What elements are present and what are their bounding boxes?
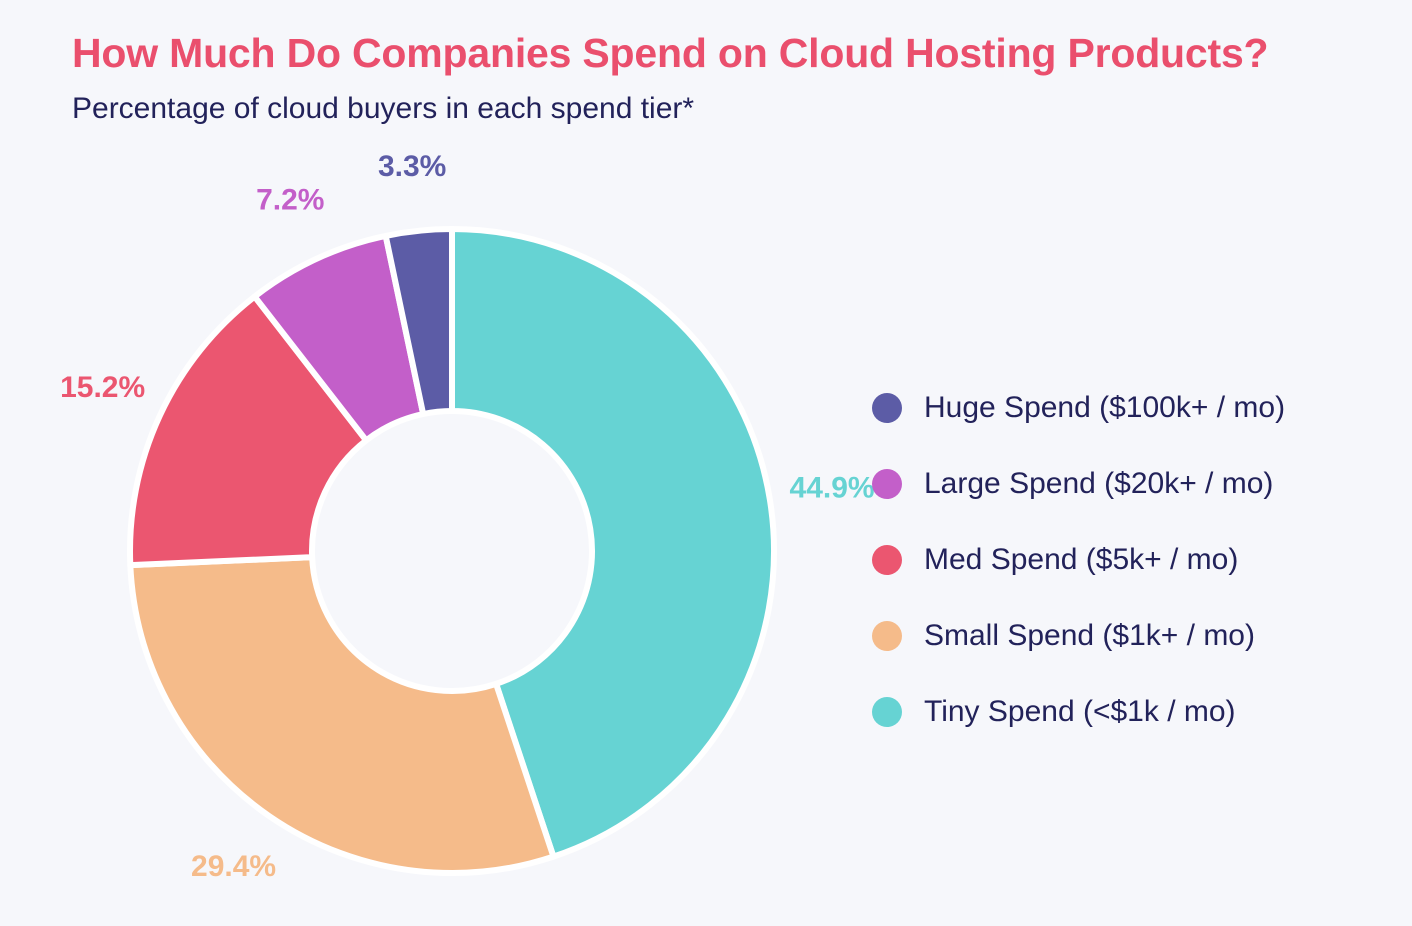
legend-swatch [872, 393, 902, 423]
legend-swatch [872, 545, 902, 575]
legend-swatch [872, 621, 902, 651]
data-label-med-spend: 15.2% [60, 371, 145, 404]
legend-item-huge-spend: Huge Spend ($100k+ / mo) [872, 370, 1285, 446]
data-label-huge-spend: 3.3% [378, 150, 446, 183]
chart-subtitle: Percentage of cloud buyers in each spend… [72, 92, 695, 125]
slice-huge-spend [382, 226, 455, 417]
slice-labels: 44.9% 29.4% 15.2% 7.2% 3.3% [60, 150, 875, 883]
legend-label: Huge Spend ($100k+ / mo) [924, 391, 1286, 424]
slice-med-spend [127, 293, 370, 569]
chart-legend: Huge Spend ($100k+ / mo) Large Spend ($20… [872, 370, 1285, 750]
legend-item-small-spend: Small Spend ($1k+ / mo) [872, 598, 1285, 674]
legend-label: Large Spend ($20k+ / mo) [924, 467, 1274, 500]
legend-swatch [872, 469, 902, 499]
legend-item-large-spend: Large Spend ($20k+ / mo) [872, 446, 1285, 522]
chart-title: How Much Do Companies Spend on Cloud Hos… [72, 30, 1269, 76]
slice-tiny-spend [449, 226, 777, 860]
legend-item-tiny-spend: Tiny Spend (<$1k / mo) [872, 674, 1285, 750]
data-label-large-spend: 7.2% [256, 184, 324, 217]
legend-swatch [872, 697, 902, 727]
data-label-tiny-spend: 44.9% [790, 472, 875, 505]
legend-label: Tiny Spend (<$1k / mo) [924, 695, 1236, 728]
legend-label: Med Spend ($5k+ / mo) [924, 543, 1239, 576]
slice-small-spend [127, 554, 557, 876]
legend-label: Small Spend ($1k+ / mo) [924, 619, 1255, 652]
data-label-small-spend: 29.4% [191, 850, 276, 883]
legend-item-med-spend: Med Spend ($5k+ / mo) [872, 522, 1285, 598]
donut-slices [127, 226, 777, 876]
